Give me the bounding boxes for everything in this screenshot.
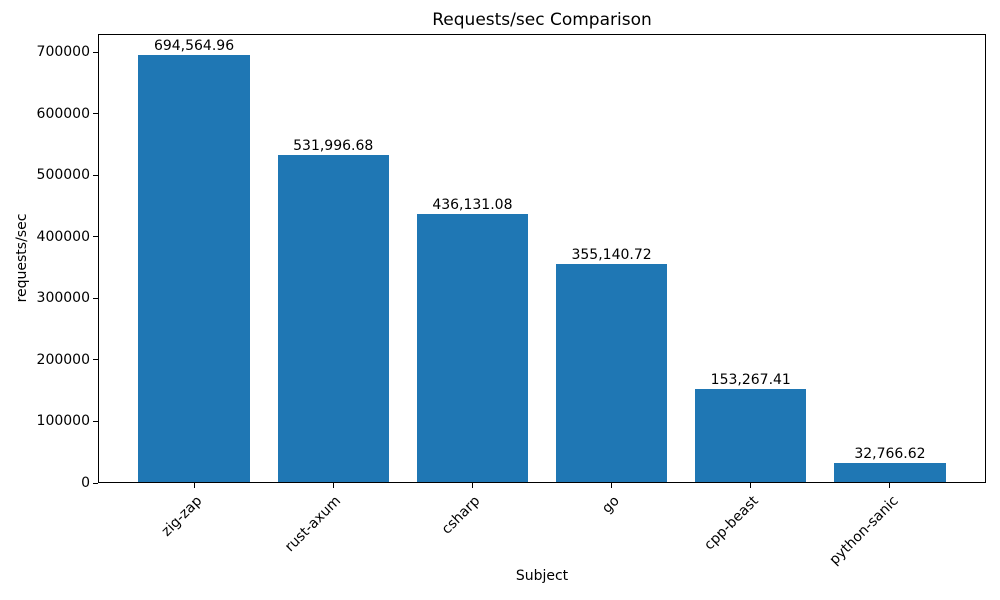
- x-tick-mark: [611, 483, 613, 488]
- y-axis-tick-labels: 0 100000 200000 300000 400000 500000 600000 700…: [0, 34, 90, 491]
- x-tick-mark: [750, 483, 752, 488]
- chart-title: Requests/sec Comparison: [432, 10, 652, 30]
- y-tick-mark: [93, 297, 98, 299]
- bar-value-label: 531,996.68: [293, 138, 374, 155]
- x-tick-mark: [889, 483, 891, 488]
- x-tick-label: python-sanic: [826, 493, 902, 569]
- bar-go: [555, 264, 668, 483]
- x-tick-mark: [471, 483, 473, 488]
- x-tick-label: csharp: [439, 493, 484, 538]
- x-tick-mark: [193, 483, 195, 488]
- y-tick-label: 300000: [36, 290, 90, 307]
- plot-area: 694,564.96 zig-zap 531,996.68 rust-axum 436,…: [93, 34, 986, 568]
- y-tick-mark: [93, 359, 98, 361]
- x-tick-label: rust-axum: [282, 493, 345, 556]
- bar-python-sanic: [834, 462, 946, 483]
- x-axis-label: Subject: [515, 568, 569, 584]
- bar-cpp-beast: [695, 388, 807, 483]
- x-tick-label: cpp-beast: [701, 493, 763, 554]
- bar-value-label: 32,766.62: [854, 445, 926, 462]
- y-tick-label: 700000: [36, 44, 90, 61]
- y-tick-mark: [93, 482, 98, 484]
- bar-value-label: 436,131.08: [432, 197, 513, 214]
- y-tick-label: 200000: [36, 351, 90, 368]
- y-tick-mark: [93, 113, 98, 115]
- y-tick-mark: [93, 51, 98, 53]
- bar-value-label: 153,267.41: [710, 371, 791, 388]
- x-tick-mark: [332, 483, 334, 488]
- bar-value-label: 355,140.72: [571, 247, 652, 264]
- y-tick-label: 500000: [36, 167, 90, 184]
- y-tick-mark: [93, 236, 98, 238]
- bar-zig-zap: [138, 55, 250, 483]
- bar-csharp: [416, 214, 529, 483]
- x-tick-label: go: [599, 493, 623, 517]
- y-tick-label: 100000: [36, 413, 90, 430]
- y-tick-label: 600000: [36, 105, 90, 122]
- bar-value-label: 694,564.96: [153, 38, 235, 55]
- y-tick-label: 400000: [36, 228, 90, 245]
- x-tick-label: zig-zap: [158, 493, 206, 540]
- y-tick-mark: [93, 420, 98, 422]
- bar-rust-axum: [277, 155, 389, 483]
- y-tick-label: 0: [81, 475, 90, 491]
- y-tick-mark: [93, 174, 98, 176]
